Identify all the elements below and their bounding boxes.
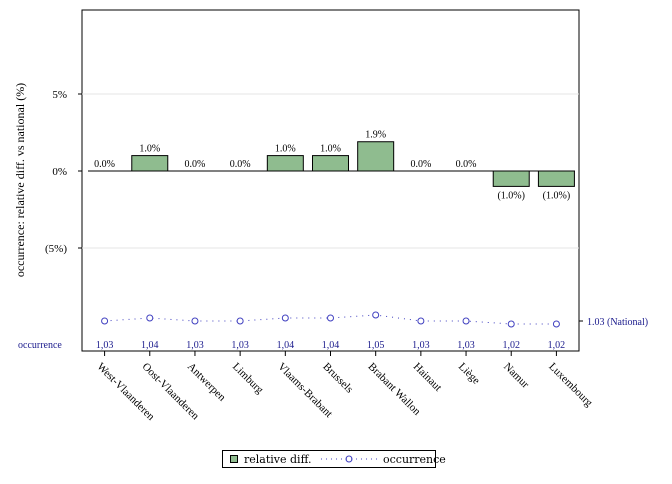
reference-label: 1.03 (National) [587,317,648,328]
bar-value-label: (1.0%) [497,190,525,201]
occurrence-point [327,314,334,322]
occurrence-value-label: 1,02 [548,340,566,351]
legend-label-occurrence: occurrence [383,453,446,466]
y-axis-title: occurrence: relative diff. vs national (… [13,83,27,277]
x-tick-label: Antwerpen [185,361,228,404]
occurrence-value-label: 1,05 [367,340,385,351]
x-tick-label: Liège [456,361,482,387]
bar-value-label: 0.0% [410,159,431,170]
bar [492,170,530,187]
bar-value-label: 1.0% [139,144,160,155]
y-tick-label: (5%) [45,243,67,255]
occurrence-point [372,311,380,319]
x-tick-label: Luxembourg [546,361,595,410]
y-tick-label: 0% [52,166,67,178]
occurrence-point [191,317,199,325]
occurrence-point [507,320,515,328]
occurrence-point [236,317,244,325]
bar-value-label: 1.0% [275,144,296,155]
occurrence-point [281,314,289,322]
occurrence-value-label: 1,02 [502,340,520,351]
legend-label-relative-diff: relative diff. [244,453,312,466]
occurrence-value-label: 1,04 [277,340,295,351]
bar [357,141,395,172]
legend-swatch-occurrence [321,455,377,463]
bar [537,170,575,187]
legend: relative diff. occurrence [222,450,446,468]
bar-value-label: 1.0% [320,144,341,155]
occurrence-point [552,320,560,328]
occurrence-value-label: 1,03 [231,340,249,351]
occurrence-value-label: 1,03 [457,340,475,351]
bar-value-label: 1.9% [365,130,386,141]
x-tick-label: Hainaut [411,361,444,394]
bar [131,155,169,172]
bar-value-label: 0.0% [185,159,206,170]
bar-value-label: 0.0% [94,159,115,170]
occurrence-value-label: 1,03 [412,340,430,351]
bar-value-label: (1.0%) [543,190,571,201]
y-tick-label: 5% [52,89,67,101]
bar [266,155,304,172]
occurrence-point [146,314,154,322]
bar-value-label: 0.0% [456,159,477,170]
occurrence-value-label: 1,04 [322,340,340,351]
occurrence-value-label: 1,03 [96,340,114,351]
occurrence-value-label: 1,03 [186,340,204,351]
bar-value-label: 0.0% [230,159,251,170]
x-tick-label: Namur [501,361,531,391]
x-tick-label: Brussels [320,361,355,396]
occurrence-point [101,317,109,325]
legend-swatch-relative-diff [230,455,238,463]
occurrence-value-label: 1,04 [141,340,159,351]
occurrence-point [462,317,470,325]
x-tick-label: Limburg [230,361,266,397]
bar [312,155,349,172]
occurrence-row-label: occurrence [18,340,62,351]
occurrence-point [417,317,425,325]
